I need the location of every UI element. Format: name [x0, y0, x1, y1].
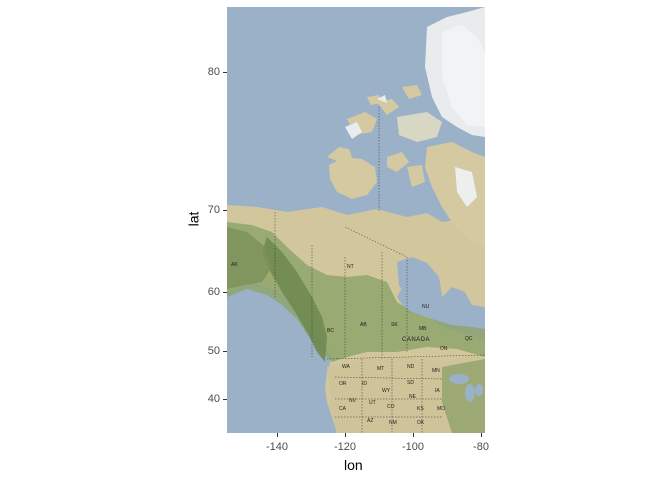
region-label-or: OR: [339, 381, 347, 387]
region-label-mb: MB: [419, 326, 427, 332]
mid-islands: [347, 85, 425, 187]
region-label-wa: WA: [342, 364, 350, 370]
region-label-ks: KS: [417, 406, 424, 412]
region-label-id: ID: [362, 381, 367, 387]
region-label-ak: AK: [231, 262, 238, 268]
banks-island: [327, 147, 352, 163]
lake-huron: [475, 384, 483, 396]
region-label-nd: ND: [407, 364, 415, 370]
baffin-ice: [455, 167, 477, 207]
y-tick-mark-50: [223, 351, 227, 352]
region-label-ok: OK: [417, 420, 425, 426]
region-label-bc: BC: [327, 328, 334, 334]
devon-island: [397, 112, 442, 142]
region-label-qc: QC: [465, 336, 473, 342]
region-label-ab: AB: [360, 322, 367, 328]
region-label-az: AZ: [367, 418, 374, 424]
region-label-nv: NV: [349, 398, 356, 404]
region-label-ne: NE: [409, 394, 416, 400]
y-axis-title: lat: [185, 211, 202, 227]
region-label-ca: CA: [339, 406, 346, 412]
northern-islands: [345, 95, 387, 139]
x-tick-mark-80: [481, 433, 482, 437]
region-label-nt: NT: [347, 264, 354, 270]
x-tick-label-120: -120: [333, 441, 357, 453]
region-label-co: CO: [387, 404, 395, 410]
region-label-mn: MN: [432, 368, 440, 374]
hudson-bay: [397, 257, 442, 309]
y-tick-label-60: 60: [207, 286, 220, 298]
region-label-mo: MO: [437, 406, 446, 412]
y-tick-label-80: 80: [207, 66, 220, 78]
region-label-sd: SD: [407, 380, 414, 386]
lake-superior: [449, 374, 469, 384]
victoria-island: [329, 157, 377, 199]
region-label-ut: UT: [369, 400, 376, 406]
mountain-forest: [262, 237, 327, 362]
y-tick-mark-40: [223, 399, 227, 400]
alaska-forest: [227, 227, 272, 289]
map-tiles: [227, 7, 485, 433]
x-tick-mark-100: [413, 433, 414, 437]
boundaries: [274, 107, 485, 433]
y-tick-label-70: 70: [207, 204, 220, 216]
ice-cap: [442, 25, 485, 127]
map-panel[interactable]: CANADA NT NU BC AB SK MB ON QC WA MT ND …: [227, 7, 485, 433]
x-tick-mark-140: [277, 433, 278, 437]
region-label-ia: IA: [435, 388, 440, 394]
x-tick-label-80: -80: [473, 441, 489, 453]
region-label-sk: SK: [391, 322, 398, 328]
region-label-nu: NU: [422, 304, 430, 310]
y-tick-mark-60: [223, 292, 227, 293]
region-label-mt: MT: [377, 366, 385, 372]
x-tick-label-140: -140: [265, 441, 289, 453]
y-tick-mark-80: [223, 72, 227, 73]
region-label-on: ON: [440, 346, 448, 352]
baffin-island: [425, 142, 485, 247]
us-east-forest: [442, 359, 485, 433]
y-tick-label-40: 40: [207, 393, 220, 405]
x-tick-mark-120: [345, 433, 346, 437]
x-tick-label-100: -100: [401, 441, 425, 453]
y-tick-mark-70: [223, 210, 227, 211]
country-label: CANADA: [402, 337, 431, 343]
y-tick-label-50: 50: [207, 345, 220, 357]
region-label-wy: WY: [382, 388, 391, 394]
lake-michigan: [465, 384, 475, 402]
region-label-nm: NM: [389, 420, 397, 426]
x-axis-title: lon: [344, 457, 363, 473]
boreal-forest: [227, 222, 485, 362]
